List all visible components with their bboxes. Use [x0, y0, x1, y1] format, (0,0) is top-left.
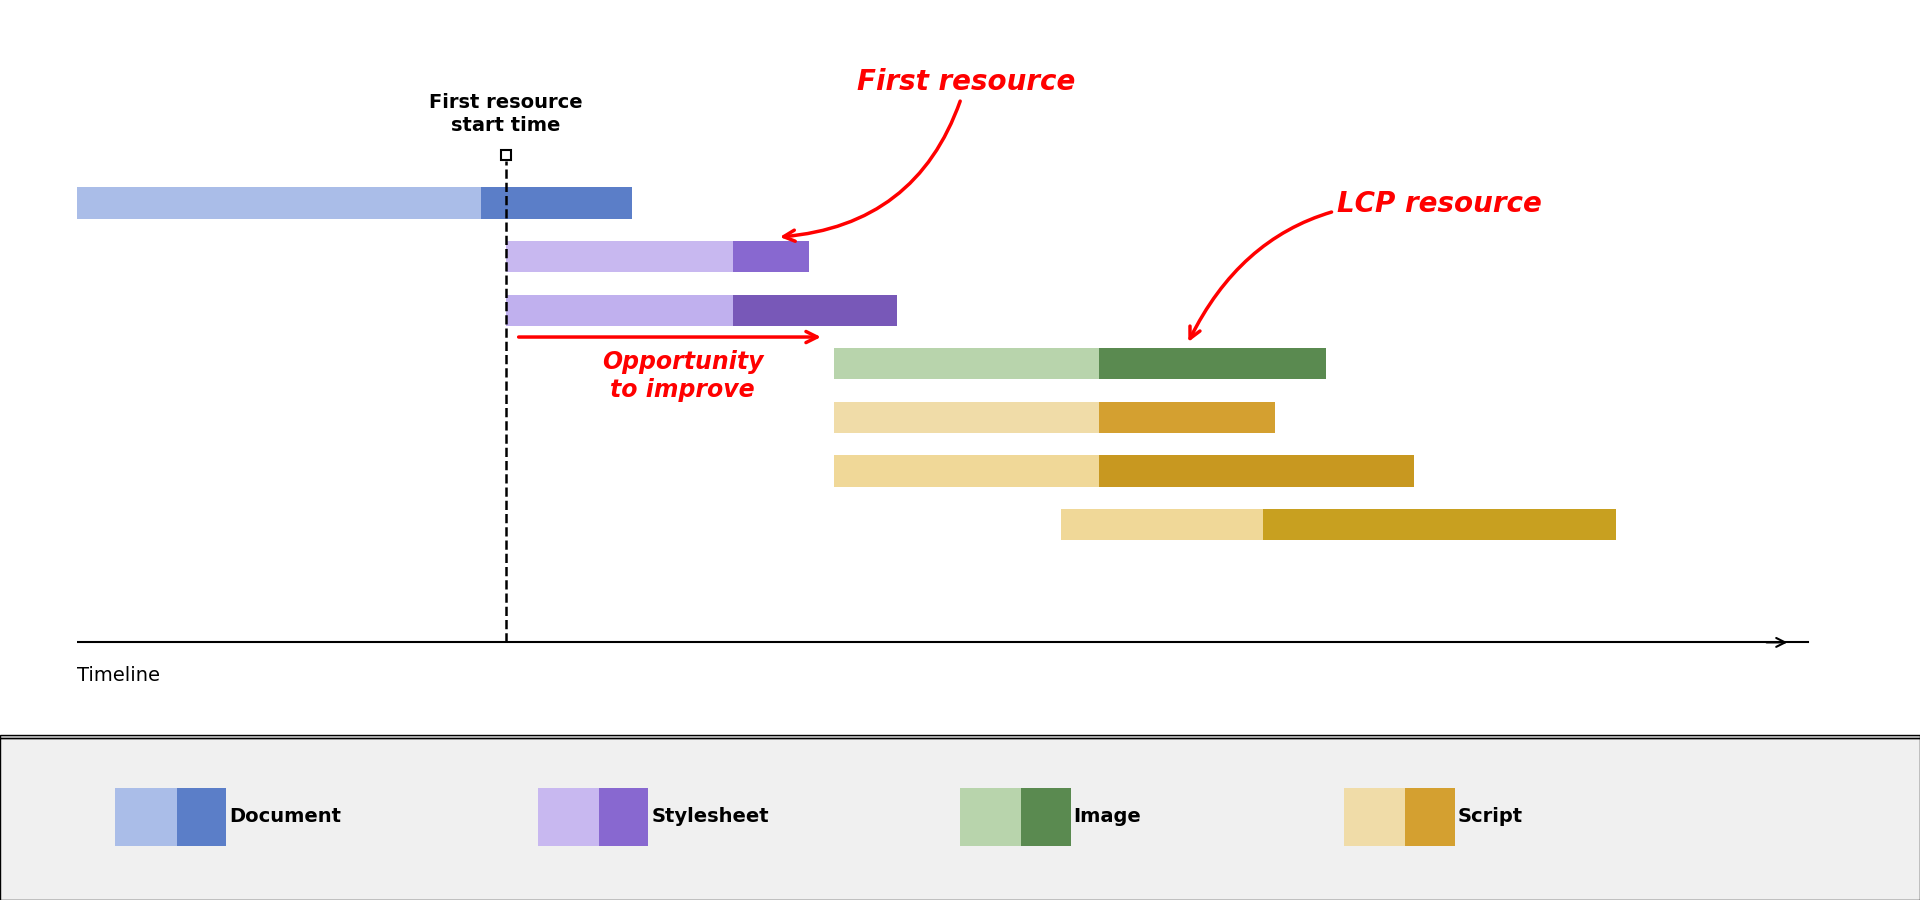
Text: Stylesheet: Stylesheet: [651, 807, 768, 826]
Text: First resource
start time: First resource start time: [428, 93, 582, 135]
Bar: [505, 294, 733, 326]
Bar: [1098, 348, 1327, 380]
Text: Script: Script: [1457, 807, 1523, 826]
Bar: [733, 241, 808, 272]
Bar: [833, 401, 1098, 433]
Text: Opportunity
to improve: Opportunity to improve: [601, 350, 762, 402]
Bar: [1263, 509, 1617, 540]
Bar: [77, 187, 480, 219]
Bar: [480, 187, 632, 219]
Bar: [1098, 401, 1275, 433]
Text: First resource: First resource: [783, 68, 1075, 241]
Bar: [733, 294, 897, 326]
Text: Document: Document: [228, 807, 342, 826]
Text: LCP resource: LCP resource: [1190, 190, 1542, 338]
Bar: [833, 348, 1098, 380]
Text: Image: Image: [1073, 807, 1140, 826]
Bar: [833, 455, 1098, 487]
Bar: [505, 241, 733, 272]
Text: Timeline: Timeline: [77, 666, 159, 685]
Bar: [1062, 509, 1263, 540]
Bar: [1098, 455, 1415, 487]
